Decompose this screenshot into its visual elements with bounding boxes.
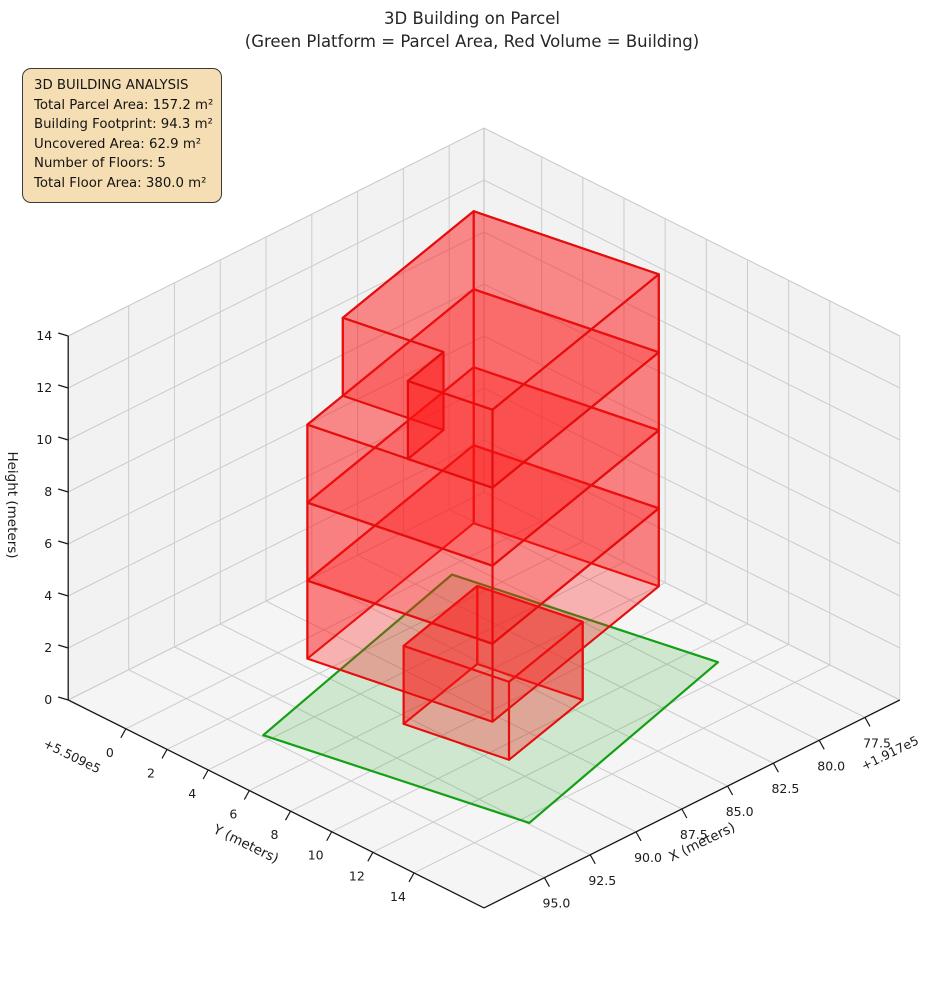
floor-grid-x [403, 531, 820, 741]
z-tick-mark [58, 540, 69, 545]
chart-title-line2: (Green Platform = Parcel Area, Red Volum… [244, 32, 700, 51]
right-wall-grid-z [483, 231, 901, 441]
x-tick-label: 85.0 [726, 804, 754, 819]
z-tick-mark [58, 332, 69, 337]
floor-grid-x [311, 577, 728, 787]
z-tick-mark [58, 488, 69, 493]
y-tick-label: 10 [308, 848, 324, 863]
x-tick-label: 90.0 [634, 850, 662, 865]
y-tick-mark [120, 728, 127, 739]
right-wall-grid-z [483, 439, 901, 649]
left-wall-grid-z [67, 179, 485, 389]
info-box-line: Uncovered Area: 62.9 m² [34, 136, 202, 152]
z-tick-mark [58, 436, 69, 441]
y-tick-label: 2 [147, 765, 155, 780]
y-axis-offset-text: +5.509e5 [41, 736, 103, 777]
floor-grid-x [220, 623, 637, 833]
y-tick-mark [367, 852, 374, 862]
z-axis-label: Height (meters) [4, 451, 20, 558]
floor-grid-y [207, 561, 625, 771]
floor-grid-y [249, 582, 666, 792]
chart-title: 3D Building on Parcel (Green Platform = … [0, 7, 944, 53]
info-box-line: Building Footprint: 94.3 m² [34, 117, 213, 133]
y-tick-mark [202, 769, 209, 780]
x-tick-label: 82.5 [771, 781, 799, 796]
x-tick-mark [864, 717, 871, 727]
info-box-line: Total Floor Area: 380.0 m² [34, 175, 207, 191]
x-tick-mark [635, 831, 642, 842]
y-axis-spine [67, 699, 485, 909]
left-wall-grid-z [67, 387, 485, 597]
x-tick-label: 77.5 [863, 735, 891, 750]
y-tick-label: 0 [106, 745, 114, 760]
building-floor-5-roof [341, 210, 660, 411]
x-tick-label: 80.0 [817, 758, 845, 773]
info-box-line: Total Parcel Area: 157.2 m² [34, 97, 214, 113]
x-tick-mark [543, 877, 550, 887]
left-wall-grid-z [67, 439, 485, 649]
right-wall-grid-z [483, 335, 901, 545]
z-tick-label: 6 [44, 536, 52, 551]
y-tick-mark [161, 749, 168, 759]
z-tick-label: 2 [44, 640, 52, 655]
x-tick-mark [589, 854, 596, 865]
z-tick-label: 4 [44, 588, 52, 603]
floor-grid-y [125, 520, 542, 730]
y-tick-label: 14 [390, 889, 406, 904]
y-tick-mark [326, 831, 333, 842]
floor-grid-x [128, 669, 545, 879]
y-tick-label: 6 [229, 807, 237, 822]
left-wall-grid-z [67, 127, 485, 337]
right-wall-grid-z [483, 387, 901, 597]
right-wall-grid-z [483, 491, 901, 701]
left-wall-grid-z [67, 231, 485, 441]
z-tick-label: 8 [44, 484, 52, 499]
chart-title-line1: 3D Building on Parcel [384, 9, 560, 28]
right-wall-grid-z [483, 179, 901, 389]
y-tick-label: 8 [271, 827, 279, 842]
z-tick-label: 12 [36, 380, 52, 395]
floor-grid-y [166, 541, 584, 750]
left-wall-grid-z [67, 283, 485, 493]
floor-grid-y [290, 602, 707, 812]
z-tick-mark [58, 644, 69, 649]
y-tick-mark [284, 810, 292, 821]
building-analysis-info-box: 3D BUILDING ANALYSIS Total Parcel Area: … [22, 68, 222, 203]
z-tick-label: 10 [36, 432, 52, 447]
floor-grid-x [357, 554, 774, 764]
z-tick-label: 14 [36, 328, 52, 343]
x-tick-mark [818, 740, 825, 750]
floor-grid-y [331, 623, 748, 833]
y-tick-label: 12 [349, 868, 365, 883]
z-tick-mark [58, 696, 69, 701]
y-tick-mark [408, 872, 415, 883]
y-tick-label: 4 [188, 786, 196, 801]
floor-grid-y [413, 664, 831, 874]
info-box-line: Number of Floors: 5 [34, 156, 166, 172]
left-wall-grid-z [67, 335, 485, 545]
right-wall-grid-z [483, 283, 901, 493]
x-tick-mark [727, 785, 734, 796]
x-tick-label: 95.0 [543, 896, 571, 911]
right-wall-grid-z [483, 127, 901, 337]
x-tick-mark [772, 762, 779, 773]
parcel-polygon [262, 573, 720, 825]
z-tick-mark [58, 384, 69, 389]
z-tick-label: 0 [44, 692, 52, 707]
y-tick-mark [243, 790, 250, 800]
z-tick-mark [58, 592, 69, 597]
x-tick-mark [681, 808, 688, 819]
info-box-title: 3D BUILDING ANALYSIS [34, 78, 189, 93]
x-axis-spine [483, 699, 901, 909]
floor-grid-y [372, 643, 789, 853]
left-wall-grid-z [67, 491, 485, 701]
x-tick-label: 92.5 [588, 873, 616, 888]
x-tick-label: 87.5 [680, 827, 708, 842]
